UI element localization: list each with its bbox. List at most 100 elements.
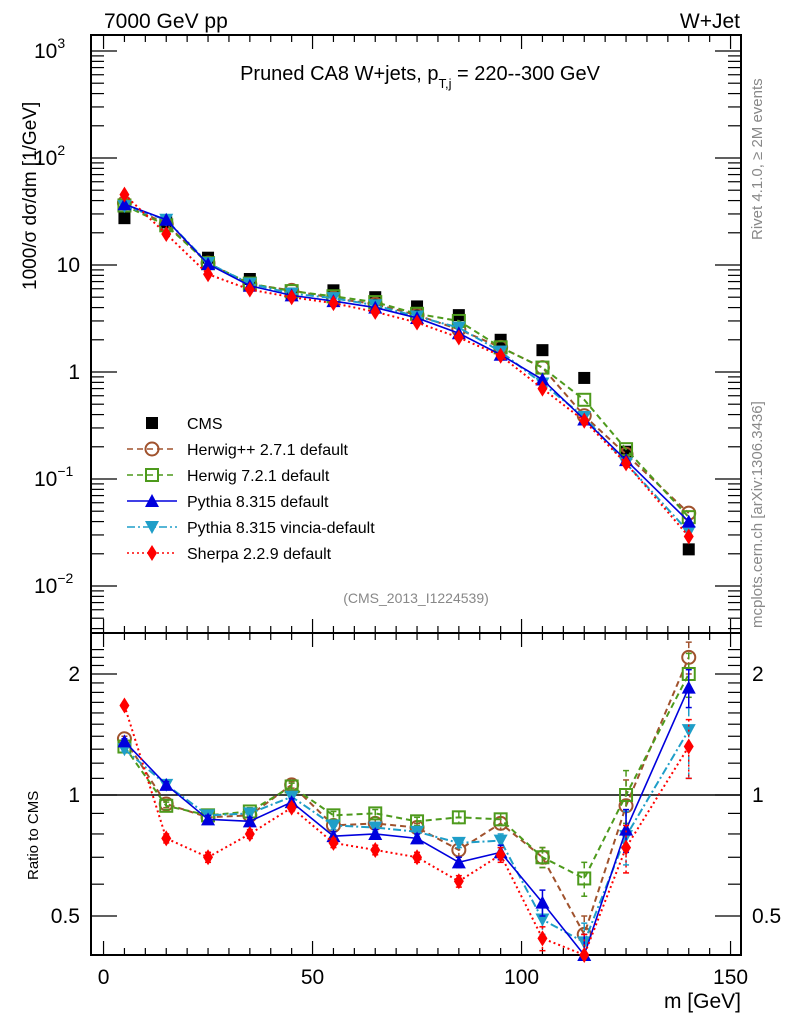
- x-axis-label: m [GeV]: [664, 990, 741, 1013]
- ratio-line: [123, 673, 690, 880]
- series-line: [124, 203, 690, 523]
- x-tick-label: 50: [301, 966, 324, 989]
- ratio-point: [535, 895, 550, 909]
- ratio-point: [244, 825, 255, 842]
- ratio-point: [328, 834, 339, 851]
- series-layer: [116, 186, 697, 963]
- legend-marker: [146, 417, 158, 429]
- data-point: [286, 289, 297, 306]
- ratio-point: [242, 807, 257, 821]
- data-point: [494, 333, 507, 346]
- y-tick-label: 103: [34, 35, 65, 63]
- legend-label: Pythia 8.315 vincia-default: [187, 520, 375, 537]
- mcplots-label: mcplots.cern.ch [arXiv:1306.3436]: [749, 401, 766, 628]
- upper-ylabel: 1000/σ dσ/dm [1/GeV]: [20, 102, 41, 290]
- data-point: [682, 543, 695, 556]
- ratio-point: [286, 799, 297, 816]
- ratio-point: [161, 830, 172, 847]
- x-tick-label: 150: [713, 966, 748, 989]
- ratio-point: [242, 814, 257, 828]
- data-point: [370, 303, 381, 320]
- y-tick-label: 1: [68, 361, 80, 384]
- ratio-y-tick-label: 0.5: [51, 905, 80, 928]
- rivet-label: Rivet 4.1.0, ≥ 2M events: [749, 78, 766, 240]
- ratio-point: [495, 846, 506, 863]
- data-point: [159, 212, 174, 226]
- legend-marker: [144, 441, 160, 457]
- upper-plot-frame: [90, 34, 742, 634]
- data-point: [681, 514, 696, 528]
- ratio-y-tick-label-right: 1: [752, 784, 764, 807]
- legend-item: Pythia 8.315 vincia-default: [127, 520, 375, 537]
- legend-label: Pythia 8.315 default: [187, 494, 329, 511]
- ratio-point: [201, 812, 216, 826]
- legend-marker: [145, 494, 159, 507]
- ratio-point: [159, 798, 174, 813]
- series-line: [123, 202, 690, 514]
- data-point: [536, 344, 549, 357]
- ratio-point: [493, 834, 508, 848]
- data-point: [244, 281, 255, 298]
- y-tick-label: 10: [57, 254, 80, 277]
- ratio-point: [119, 697, 130, 714]
- x-tick-label: 0: [98, 966, 110, 989]
- data-point: [117, 197, 132, 211]
- ratio-line: [123, 656, 690, 937]
- ratio-point: [159, 777, 174, 791]
- data-point: [577, 392, 592, 407]
- ratio-point: [453, 873, 464, 890]
- ratio-point: [451, 855, 466, 869]
- ratio-series-herwig-2-7-1-default: [116, 641, 697, 956]
- plot-title: Pruned CA8 W+jets, pT,j = 220--300 GeV: [240, 63, 601, 91]
- ratio-point: [370, 841, 381, 858]
- analysis-watermark: (CMS_2013_I1224539): [343, 590, 489, 606]
- ratio-series-sherpa-2-2-9-default: [119, 697, 694, 963]
- ratio-point: [451, 836, 466, 850]
- data-point: [328, 295, 339, 312]
- data-point: [579, 412, 590, 429]
- legend-label: Herwig 7.2.1 default: [187, 468, 330, 485]
- data-point: [535, 372, 550, 386]
- ratio-ylabel: Ratio to CMS: [25, 791, 42, 880]
- ratio-y-tick-label-right: 0.5: [752, 905, 781, 928]
- series-sherpa-2-2-9-default: [119, 186, 694, 545]
- ratio-point: [493, 812, 508, 827]
- legend-marker: [145, 521, 159, 534]
- ratio-point: [579, 946, 590, 963]
- ratio-point: [410, 831, 425, 845]
- ratio-y-tick-label: 2: [68, 663, 80, 686]
- data-point: [118, 212, 131, 225]
- ratio-point: [117, 734, 132, 748]
- y-tick-label: 10−1: [34, 463, 74, 491]
- data-point: [201, 257, 216, 271]
- legend: CMS Herwig++ 2.7.1 default Herwig 7.2.1 de…: [127, 416, 375, 563]
- ratio-point: [537, 930, 548, 947]
- ratio-point: [368, 826, 383, 840]
- ratio-point: [326, 819, 341, 833]
- data-point: [495, 347, 506, 364]
- ratio-y-tick-label-right: 2: [752, 663, 764, 686]
- ratio-line: [123, 687, 690, 957]
- legend-item: Pythia 8.315 default: [127, 494, 329, 511]
- title-subscript: T,j: [439, 76, 452, 91]
- data-point: [412, 314, 423, 331]
- series-line: [123, 193, 690, 538]
- data-point: [537, 380, 548, 397]
- data-point: [161, 225, 172, 242]
- ratio-point: [451, 810, 466, 825]
- process-label: W+Jet: [680, 10, 740, 33]
- title-main: Pruned CA8 W+jets, p: [240, 63, 438, 85]
- title-rest: = 220--300 GeV: [452, 63, 601, 85]
- y-tick-label: 102: [34, 142, 65, 170]
- ratio-series-pythia-8-315-default: [117, 668, 696, 961]
- series-pythia-8-315-vincia-default: [117, 200, 696, 539]
- ratio-point: [621, 839, 632, 856]
- y-tick-label: 10−2: [34, 570, 74, 598]
- ratio-point: [535, 913, 550, 927]
- series-line: [124, 205, 690, 533]
- data-point: [578, 371, 591, 384]
- legend-item: Herwig 7.2.1 default: [127, 468, 330, 485]
- legend-item: CMS: [146, 416, 223, 433]
- legend-item: Herwig++ 2.7.1 default: [127, 441, 349, 459]
- ratio-point: [619, 788, 634, 802]
